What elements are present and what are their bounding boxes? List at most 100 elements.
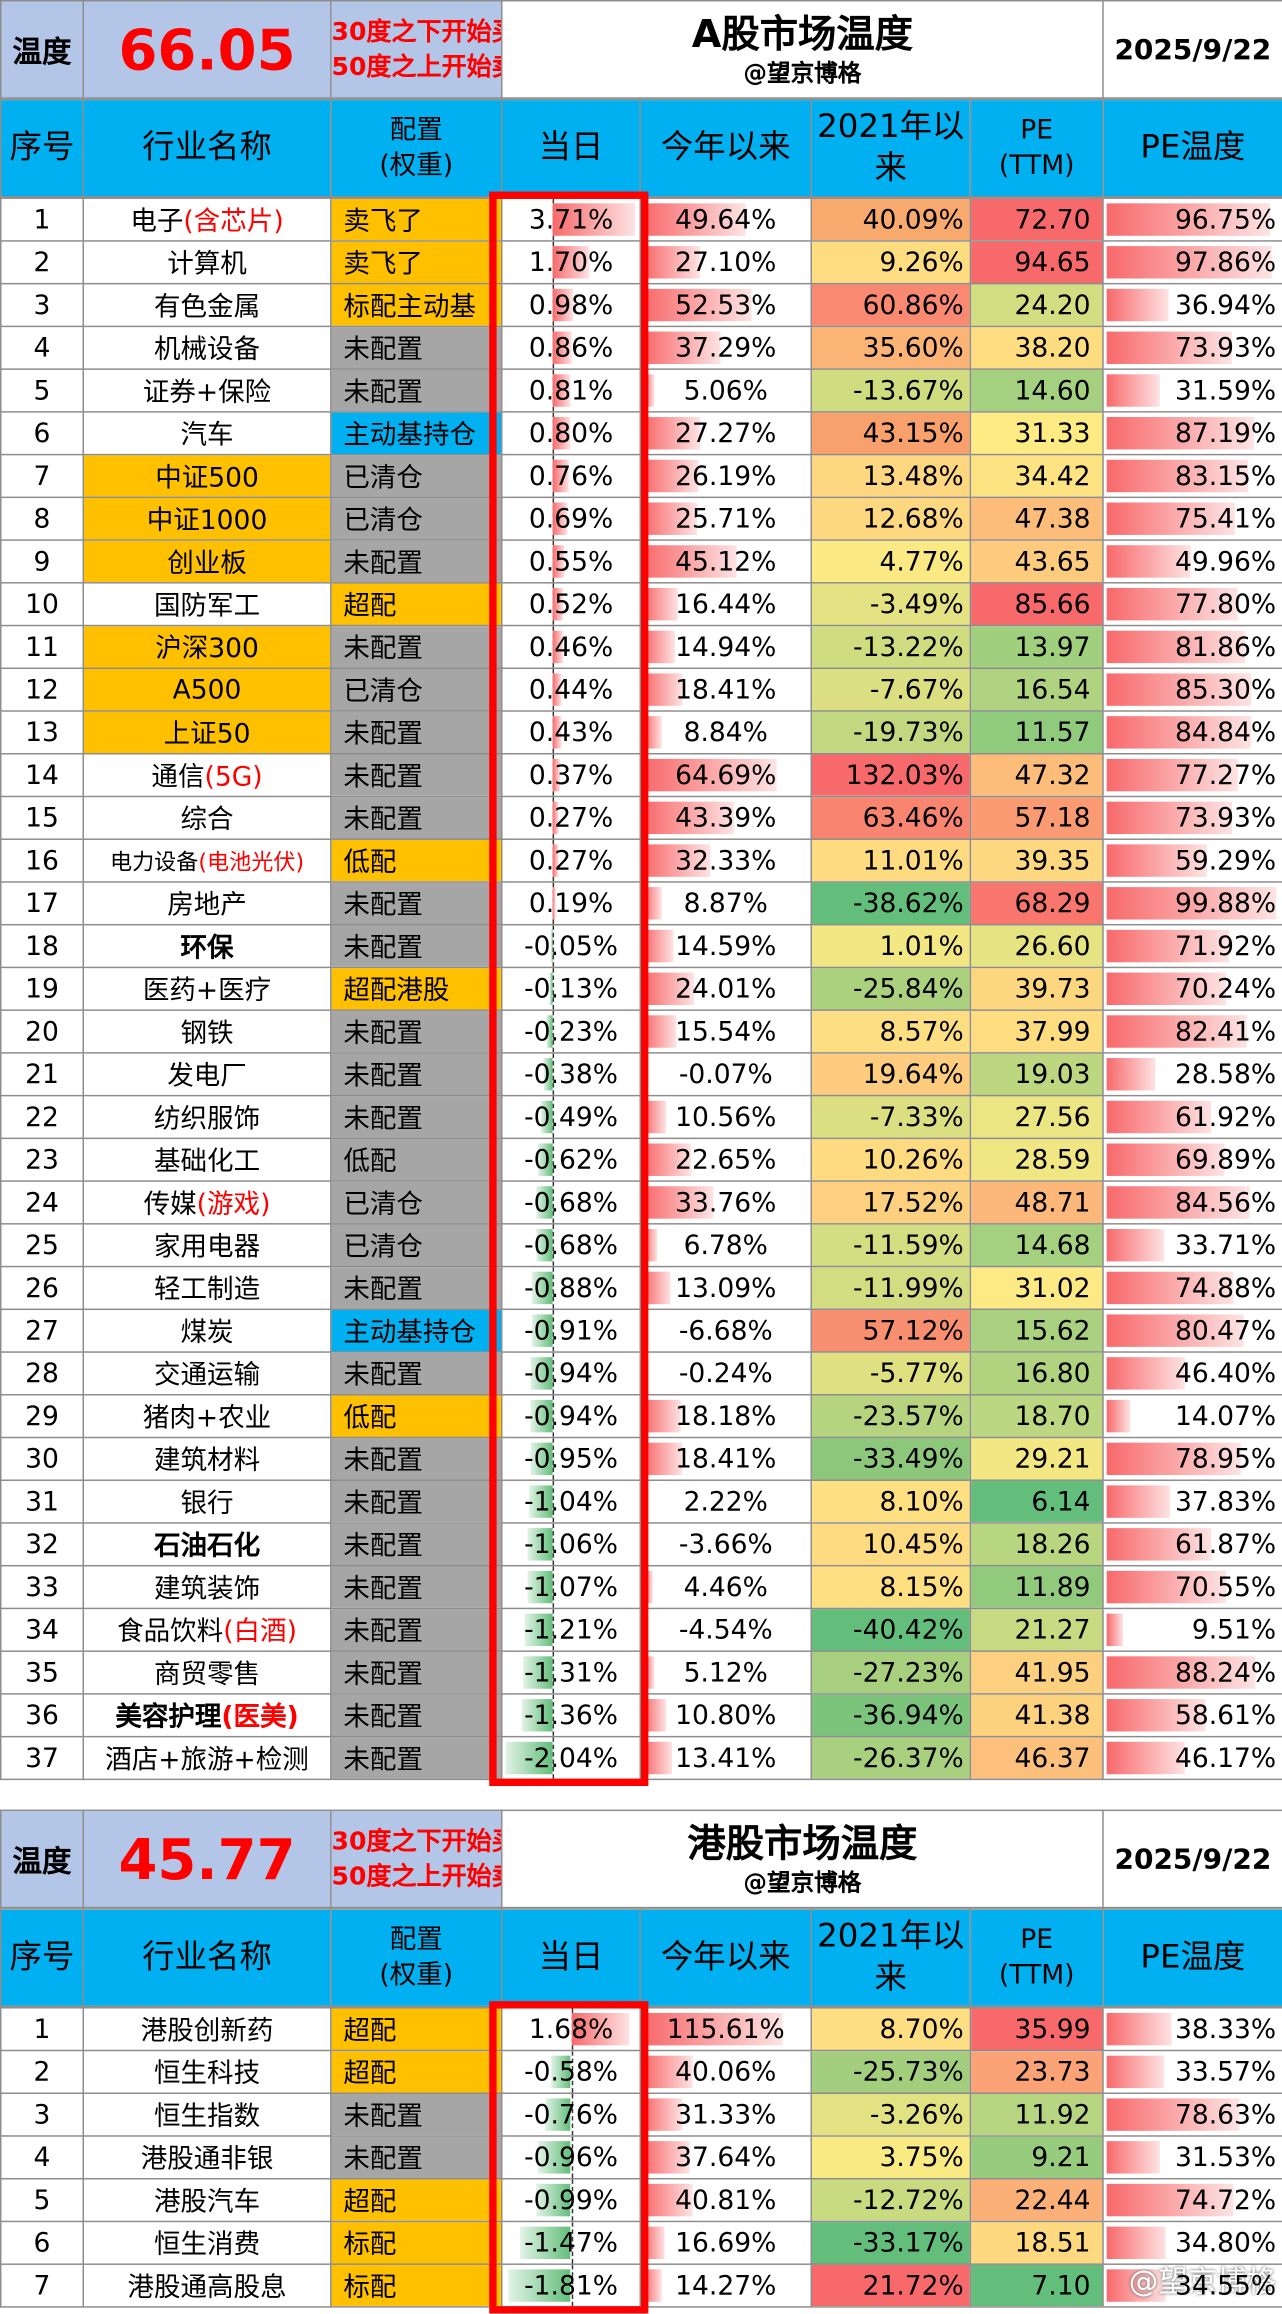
pe-temperature: 46.17% bbox=[1102, 1735, 1282, 1781]
today-change-value: 1.68% bbox=[528, 2013, 614, 2045]
table-row: 5 港股汽车 超配 -0.99% 40.81% -12.72% 22.44 74.72% bbox=[0, 2177, 1282, 2223]
col-today-header: 当日 bbox=[501, 98, 642, 198]
ytd-change: 18.18% bbox=[639, 1394, 812, 1439]
industry-name-note: (电池光伏) bbox=[198, 848, 305, 875]
hk_share-data-table: 1 港股创新药 超配 1.68% 115.61% 8.70% 35.99 38.33% 2 恒生科… bbox=[0, 2007, 1282, 2308]
since-2021-change: -3.26% bbox=[810, 2092, 972, 2137]
industry-name-main: 有色金属 bbox=[153, 291, 261, 323]
since-2021-change: -25.73% bbox=[810, 2049, 972, 2094]
pe-temperature-value: 78.95% bbox=[1174, 1443, 1277, 1475]
industry-name: 钢铁 bbox=[82, 1009, 332, 1054]
allocation-tag: 已清仓 bbox=[330, 1180, 503, 1225]
today-change-bar bbox=[527, 1570, 552, 1604]
allocation-tag: 已清仓 bbox=[330, 496, 503, 541]
pe-temperature-bar bbox=[1106, 459, 1248, 493]
note-line-2: 50度之上开始卖出 bbox=[331, 1861, 500, 1892]
row-index: 13 bbox=[0, 710, 84, 755]
today-change-value: 0.76% bbox=[528, 460, 614, 492]
since-2021-change: 13.48% bbox=[810, 453, 972, 499]
ytd-change: 24.01% bbox=[639, 966, 812, 1011]
pe-ttm: 38.20 bbox=[969, 325, 1104, 370]
pe-temperature-bar bbox=[1106, 1015, 1247, 1048]
today-change-bar bbox=[550, 929, 552, 963]
ytd-change-bar bbox=[643, 887, 663, 920]
pe-temperature-bar bbox=[1106, 1442, 1241, 1476]
pe-ttm: 28.59 bbox=[969, 1137, 1104, 1182]
ytd-change: 13.41% bbox=[639, 1735, 812, 1781]
since-2021-change: 8.70% bbox=[810, 2007, 972, 2052]
pe-temperature-value: 61.92% bbox=[1174, 1101, 1277, 1133]
today-change-value: -0.68% bbox=[524, 1186, 618, 1218]
ytd-change-value: 14.27% bbox=[675, 2270, 777, 2302]
ytd-change-value: 40.06% bbox=[675, 2056, 777, 2088]
today-change-bar bbox=[522, 1656, 552, 1689]
pe-temperature: 77.80% bbox=[1102, 582, 1282, 627]
hk_share-header-row: 温度45.7730度之下开始买入50度之上开始卖出港股市场温度@望京博格2025… bbox=[0, 1809, 1282, 1909]
industry-name-main: 建筑装饰 bbox=[153, 1573, 261, 1605]
allocation-tag: 未配置 bbox=[330, 368, 503, 413]
since-2021-change: 63.46% bbox=[810, 795, 972, 840]
today-change-bar bbox=[551, 801, 558, 835]
industry-name: 轻工制造 bbox=[82, 1265, 332, 1311]
today-change-value: 0.52% bbox=[528, 588, 614, 620]
ytd-change-bar bbox=[643, 374, 655, 407]
allocation-tag: 已清仓 bbox=[330, 1223, 503, 1268]
table-row: 36 美容护理(医美) 未配置 -1.36% 10.80% -36.94% 41.38 58.… bbox=[0, 1693, 1282, 1738]
table-row: 31 银行 未配置 -1.04% 2.22% 8.10% 6.14 37.83% bbox=[0, 1479, 1282, 1524]
pe-ttm: 47.32 bbox=[969, 753, 1104, 798]
since-2021-change: 8.15% bbox=[810, 1564, 972, 1610]
today-change-value: 0.27% bbox=[528, 845, 614, 877]
today-change-value: -0.96% bbox=[524, 2141, 618, 2173]
since-2021-change: -13.67% bbox=[810, 368, 972, 413]
pe-temperature-bar bbox=[1106, 2055, 1164, 2089]
table-row: 5 证券+保险 未配置 0.81% 5.06% -13.67% 14.60 31.59% bbox=[0, 368, 1282, 413]
today-change-bar bbox=[551, 587, 564, 621]
industry-name: 恒生科技 bbox=[82, 2049, 332, 2094]
today-change-value: 0.19% bbox=[528, 887, 614, 919]
ytd-change-value: 4.46% bbox=[683, 1571, 768, 1603]
allocation-tag: 低配 bbox=[330, 1394, 503, 1439]
row-index: 26 bbox=[0, 1265, 84, 1311]
allocation-tag: 标配主动基 bbox=[330, 282, 503, 328]
today-change: 0.98% bbox=[501, 282, 642, 328]
ytd-change-bar bbox=[643, 1399, 682, 1433]
pe-temperature-bar bbox=[1106, 2183, 1234, 2217]
pe-ttm: 11.92 bbox=[969, 2092, 1104, 2137]
pe-ttm: 11.57 bbox=[969, 710, 1104, 755]
pe-ttm: 31.02 bbox=[969, 1265, 1104, 1311]
pe-temperature-value: 73.93% bbox=[1174, 802, 1277, 834]
pe-ttm: 15.62 bbox=[969, 1308, 1104, 1353]
pe-temperature-bar bbox=[1106, 545, 1192, 578]
col-pe-temperature-header: PE温度 bbox=[1102, 98, 1282, 198]
pe-temperature: 84.84% bbox=[1102, 710, 1282, 755]
today-change-bar bbox=[551, 246, 591, 279]
row-index: 15 bbox=[0, 795, 84, 840]
industry-name: 计算机 bbox=[82, 240, 332, 285]
row-index: 29 bbox=[0, 1394, 84, 1439]
since-2021-change: -36.94% bbox=[810, 1693, 972, 1738]
today-change: -0.68% bbox=[501, 1223, 642, 1268]
since-2021-change: 8.57% bbox=[810, 1009, 972, 1054]
since-2021-change: -26.37% bbox=[810, 1735, 972, 1781]
since-2021-change: 57.12% bbox=[810, 1308, 972, 1353]
table-row: 6 汽车 主动基持仓 0.80% 27.27% 43.15% 31.33 87.19% bbox=[0, 411, 1282, 456]
ytd-change-value: 37.29% bbox=[675, 332, 777, 364]
col-industry-header: 行业名称 bbox=[82, 1908, 332, 2008]
today-change-bar bbox=[551, 844, 558, 877]
today-change-bar bbox=[540, 1100, 552, 1134]
table-row: 6 恒生消费 标配 -1.47% 16.69% -33.17% 18.51 34.80% bbox=[0, 2220, 1282, 2265]
row-index: 30 bbox=[0, 1436, 84, 1481]
pe-temperature-value: 84.56% bbox=[1174, 1186, 1277, 1218]
today-change: 0.43% bbox=[501, 710, 642, 755]
since-2021-change: -7.67% bbox=[810, 667, 972, 712]
industry-name: 发电厂 bbox=[82, 1052, 332, 1097]
since-2021-change: 9.26% bbox=[810, 240, 972, 285]
ytd-change: 32.33% bbox=[639, 838, 812, 883]
today-change-value: 0.55% bbox=[528, 545, 614, 577]
col-allocation-header: 配置 (权重) bbox=[330, 1908, 503, 2008]
ytd-change-bar bbox=[643, 246, 700, 279]
ytd-change-bar bbox=[643, 673, 682, 706]
pe-temperature: 37.83% bbox=[1102, 1479, 1282, 1524]
today-change-bar bbox=[543, 1058, 552, 1091]
allocation-tag: 未配置 bbox=[330, 923, 503, 969]
